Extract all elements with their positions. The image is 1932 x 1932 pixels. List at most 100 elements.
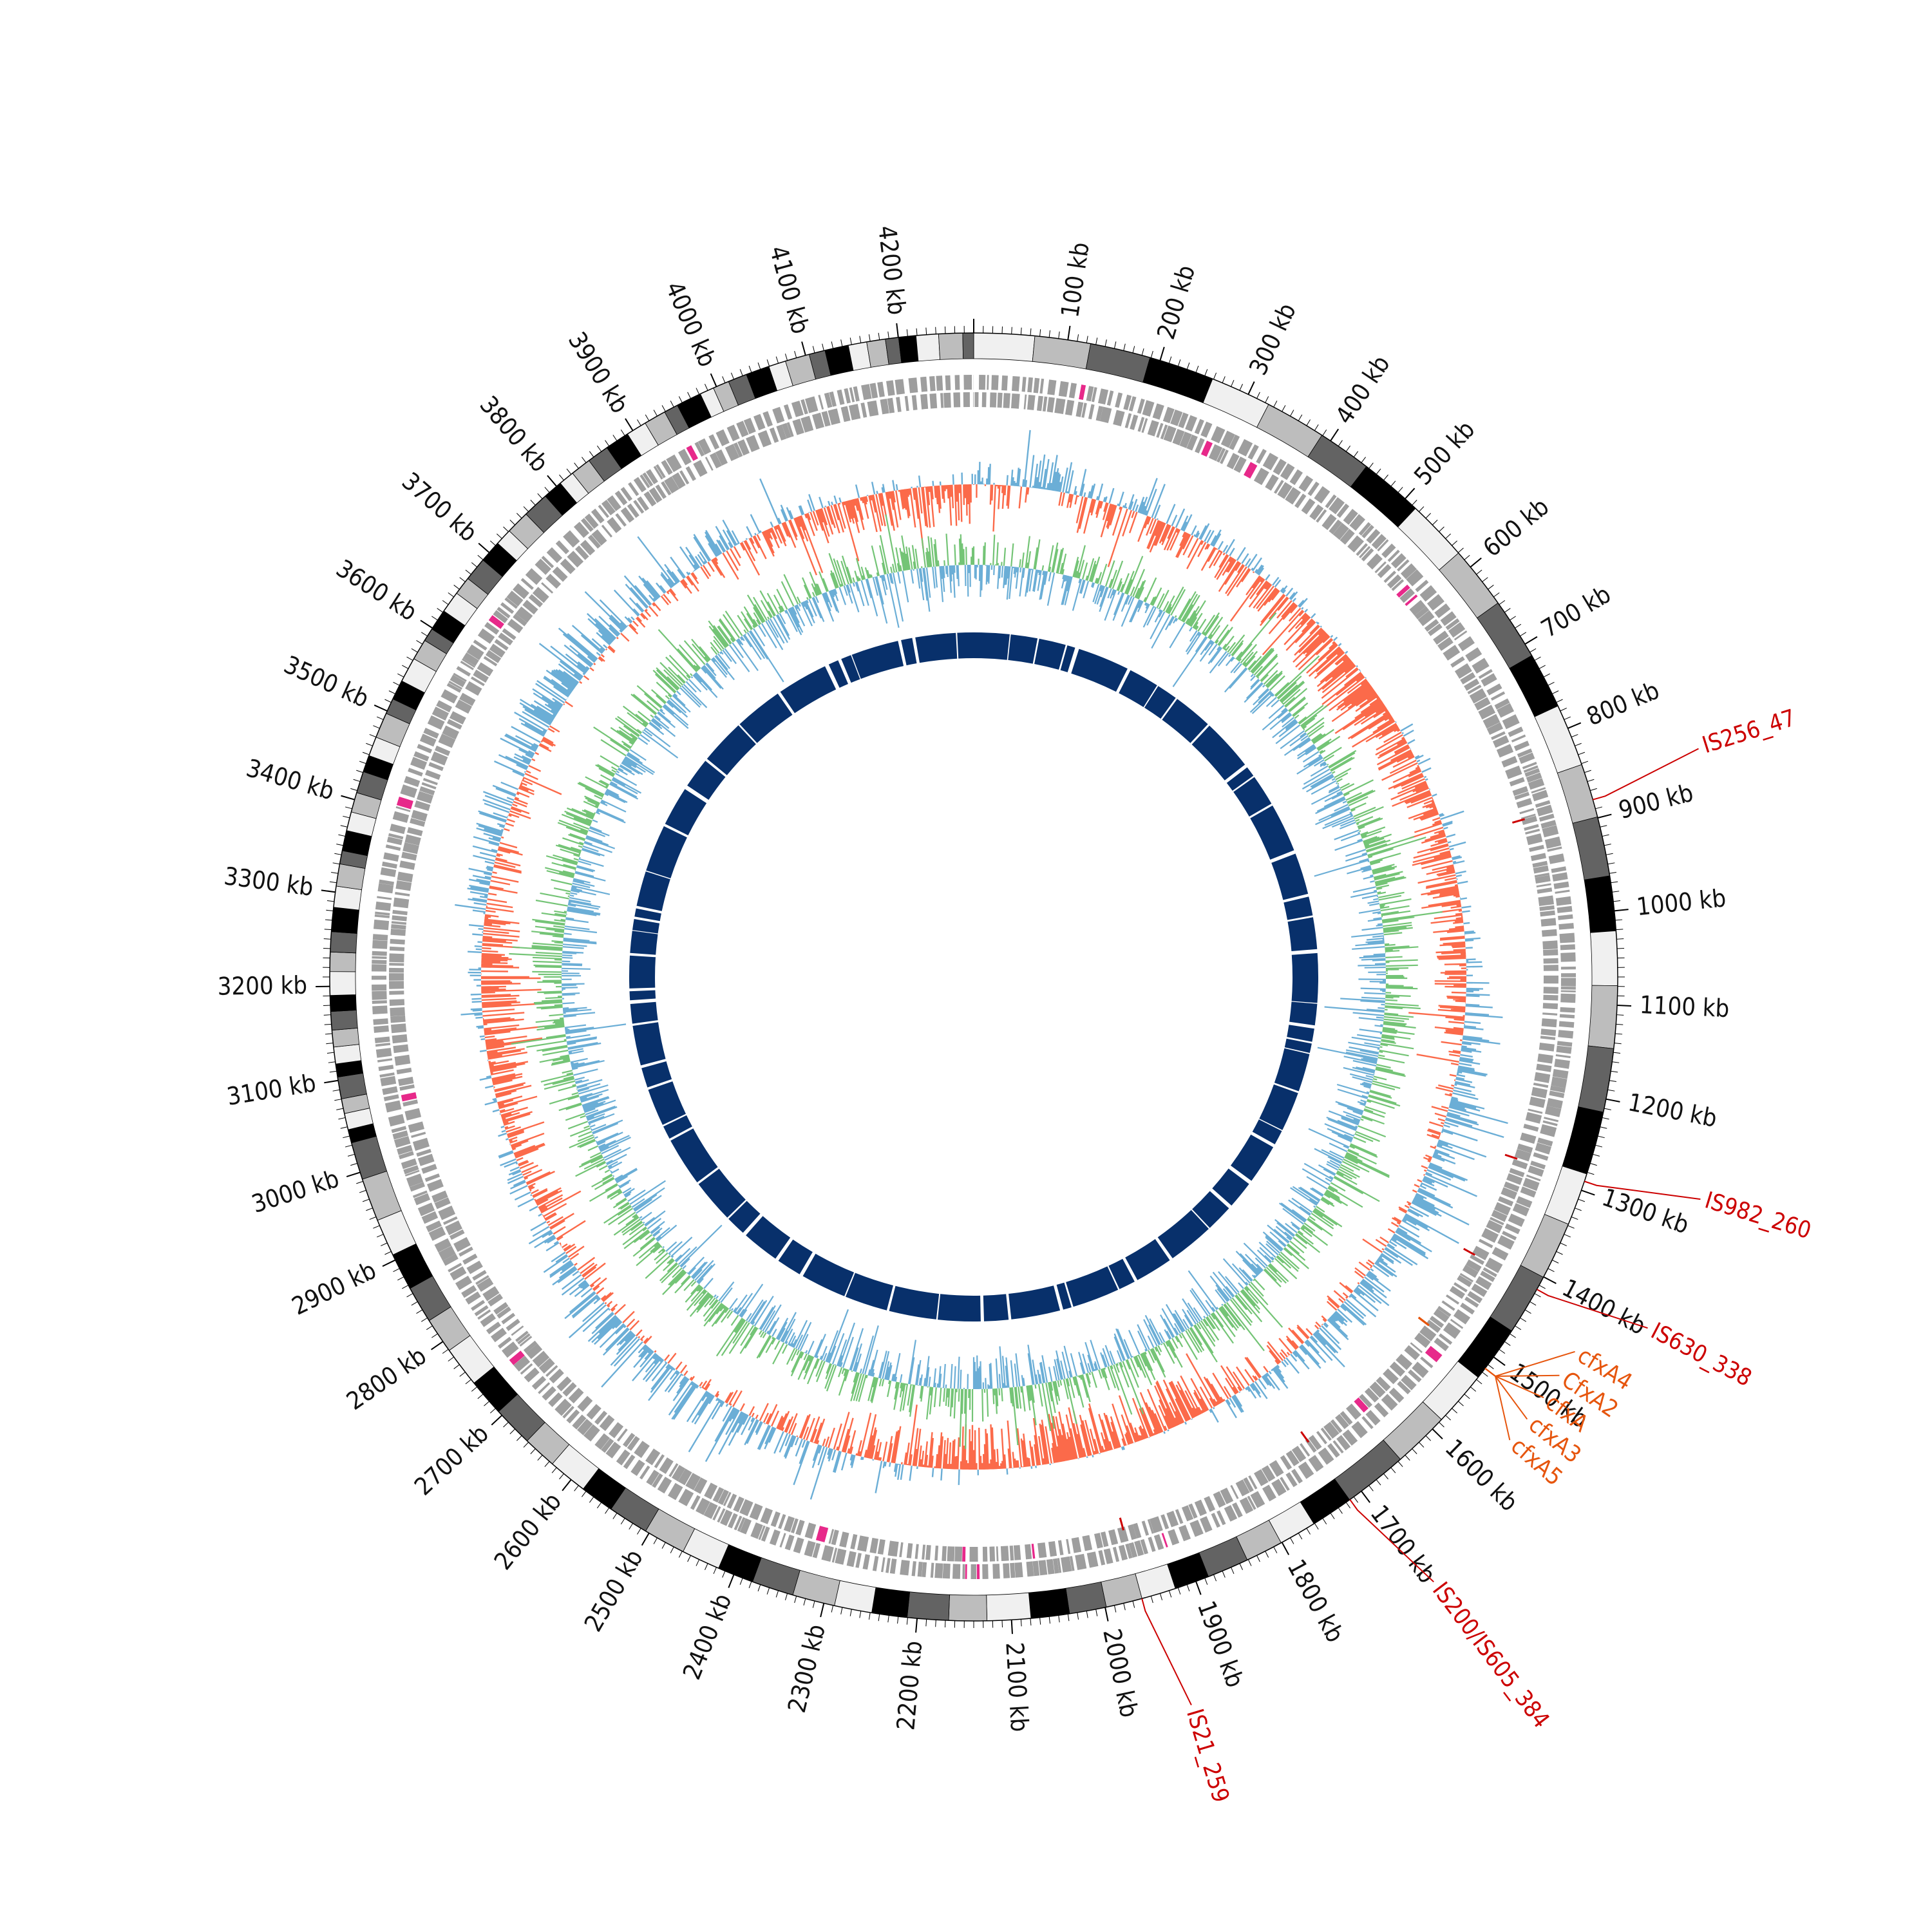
gene-feature [1057, 1558, 1062, 1573]
ideogram-band [907, 1591, 950, 1621]
gene-feature [1454, 1282, 1468, 1293]
gene-feature [399, 1084, 415, 1091]
minor-tick [345, 806, 352, 810]
minor-tick [1213, 372, 1217, 380]
minor-tick [369, 734, 377, 737]
gene-feature [1172, 429, 1185, 446]
gene-feature [382, 1086, 398, 1095]
minor-tick [1499, 600, 1506, 605]
gene-feature [720, 1510, 733, 1526]
gene-feature [642, 472, 654, 487]
minor-tick [1330, 1513, 1335, 1519]
gene-feature [828, 408, 840, 425]
minor-tick [612, 1513, 618, 1519]
gene-feature [372, 984, 387, 991]
minor-tick [523, 506, 529, 512]
gene-feature [1462, 1264, 1479, 1278]
minor-tick [1482, 1372, 1488, 1377]
minor-tick [1595, 1144, 1603, 1148]
minor-tick [448, 1356, 455, 1362]
gene-feature [1542, 1120, 1558, 1126]
gene-feature [528, 594, 544, 608]
gene-feature [1556, 1045, 1572, 1054]
minor-tick [359, 1189, 366, 1193]
gene-feature [462, 1253, 478, 1265]
minor-tick [373, 725, 380, 729]
gene-feature [1046, 1558, 1055, 1575]
gene-feature [685, 466, 696, 481]
minor-tick [1600, 825, 1607, 828]
gene-feature [471, 676, 485, 687]
synteny-block [1009, 1285, 1061, 1320]
gene-feature [649, 487, 663, 503]
gene-feature [991, 375, 999, 390]
scale-label: 200 kb [1151, 262, 1200, 343]
minor-tick [437, 608, 444, 613]
minor-tick [1231, 1567, 1235, 1574]
scale-label: 1200 kb [1626, 1088, 1719, 1133]
gene-feature [1405, 594, 1418, 606]
gene-feature [804, 1522, 817, 1539]
gene-feature [1543, 949, 1558, 956]
major-tick [374, 705, 388, 712]
major-tick [491, 1414, 503, 1426]
minor-tick [713, 1567, 717, 1574]
gene-feature [407, 827, 423, 837]
minor-tick [369, 1217, 377, 1220]
minor-tick [343, 815, 350, 819]
gene-feature [1124, 413, 1132, 428]
major-tick [1616, 1005, 1632, 1007]
gene-feature [372, 1000, 387, 1004]
minor-tick [1616, 929, 1624, 931]
gene-feature [1446, 1294, 1460, 1305]
gene-feature [404, 834, 421, 846]
minor-tick [384, 699, 392, 703]
minor-tick [340, 1126, 348, 1129]
minor-tick [477, 1394, 484, 1399]
gene-feature [1349, 514, 1365, 531]
gene-feature [513, 613, 527, 627]
gene-feature [430, 751, 448, 766]
gene-feature [511, 1325, 524, 1336]
gene-feature [1027, 395, 1036, 410]
gene-feature [1243, 1477, 1254, 1493]
gene-feature [402, 842, 419, 855]
gene-feature [1168, 1529, 1180, 1546]
gene-feature [694, 1477, 708, 1494]
gene-feature [1536, 1063, 1552, 1072]
minor-tick [1457, 1401, 1464, 1406]
gene-feature [390, 929, 406, 936]
gene-feature [380, 1075, 397, 1086]
minor-tick [1605, 853, 1613, 855]
gene-feature [784, 1534, 795, 1551]
minor-tick [1290, 1537, 1294, 1544]
minor-tick [442, 600, 449, 605]
gene-feature [480, 1313, 496, 1327]
gene-feature [1071, 1537, 1082, 1553]
gene-feature [1460, 672, 1476, 685]
gene-feature [1001, 375, 1008, 391]
gene-feature [1467, 685, 1482, 695]
minor-tick [1273, 401, 1278, 408]
gene-feature [1540, 1036, 1556, 1040]
gene-feature [1478, 668, 1493, 679]
gene-feature [1490, 1217, 1504, 1226]
gene-feature [1383, 571, 1396, 583]
gene-feature [1244, 462, 1258, 479]
gene-feature [1308, 1435, 1322, 1450]
gene-feature [1161, 1533, 1168, 1548]
gene-feature [661, 481, 672, 496]
gene-feature [552, 566, 568, 582]
gene-feature [1400, 563, 1417, 580]
gene-feature [1332, 1440, 1344, 1454]
gene-feature [486, 1321, 501, 1334]
minor-tick [1086, 1611, 1088, 1618]
minor-tick [1609, 1080, 1616, 1083]
scale-label: 2500 kb [579, 1544, 649, 1636]
synteny-block [828, 660, 848, 688]
gene-feature [372, 956, 387, 960]
gene-feature [1285, 1450, 1300, 1466]
gene-feature [587, 535, 601, 549]
minor-tick [1439, 526, 1444, 532]
minor-tick [402, 1285, 409, 1289]
